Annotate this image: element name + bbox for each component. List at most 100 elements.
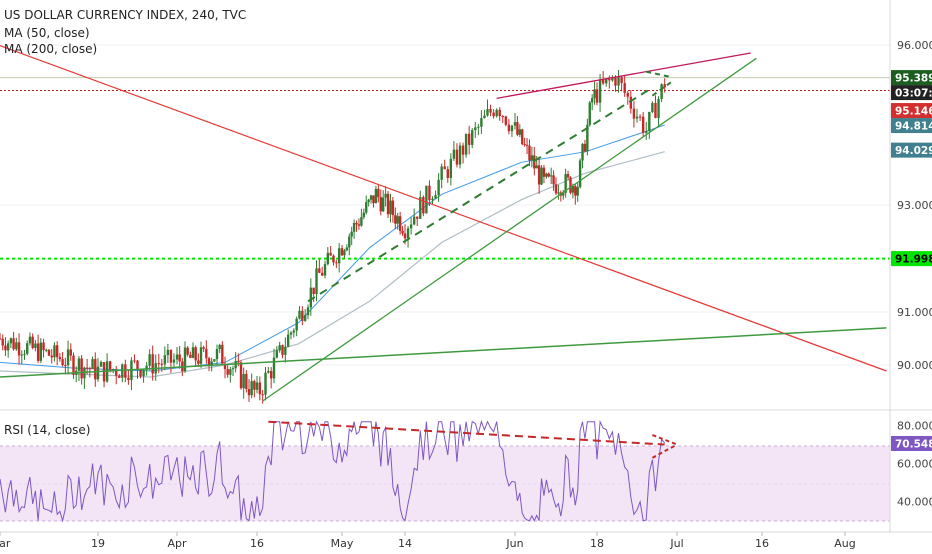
candle-body [247,389,251,396]
candle-body [28,336,32,344]
candle-body [657,99,660,118]
candle-body [440,166,443,180]
candle-body [281,345,284,355]
study-legend-ma200[interactable]: MA (200, close) [4,42,97,56]
candle-body [239,362,243,389]
candle-body [275,350,279,358]
rsi-arrow-upper [652,434,678,446]
candle-body [401,230,404,234]
main-pane[interactable] [0,40,932,411]
study-legend-ma50[interactable]: MA (50, close) [4,26,90,40]
candle-body [34,343,37,348]
candle-body [69,349,72,356]
candle-body [202,347,205,349]
candle-body [186,347,189,355]
candle-body [452,149,456,159]
candle-body [396,216,399,224]
candle-body [42,342,45,351]
candle-body [464,133,468,155]
candle-body [269,371,273,379]
candle-body [369,195,373,200]
ma50-line [0,124,665,372]
candle-body [562,192,565,196]
candle-body [210,361,213,366]
candle-body [495,109,498,117]
rsi-line [0,419,666,523]
rsi-value-badge-bg [891,435,932,451]
candle-body [446,169,449,178]
candle-body [545,173,548,177]
candle-body [372,195,375,204]
rsi-tick-label: 80.0000 [897,420,932,433]
time-tick-label: 16 [250,537,264,550]
candle-body [486,109,489,116]
candle-body [267,371,270,373]
candle-body [255,382,259,390]
candle-body [595,89,599,103]
candle-body [617,77,620,86]
candle-body [530,155,534,161]
candle-body [489,109,492,113]
candle-body [365,202,368,213]
dashed-channel-line [307,86,653,303]
candle-body [231,368,235,370]
time-tick-label: 18 [590,537,604,550]
candle-body [608,78,611,81]
long-support-trendline [0,327,887,378]
candle-body [163,355,167,365]
candle-body [258,382,262,395]
candle-body [626,92,629,97]
candle-body [381,197,385,212]
time-axis[interactable]: Mar 19 Apr 16 May 14 Jun 18 Jul 16 Aug [0,532,856,550]
candle-body [15,342,18,350]
candle-body [139,369,142,377]
candle-body [286,334,290,347]
candle-body [148,354,151,366]
time-tick-label: Aug [834,537,855,550]
candle-body [409,224,413,229]
candle-body [518,129,522,135]
candle-body [189,354,192,358]
rsi-pane[interactable] [0,419,890,523]
candle-body [264,372,267,395]
candle-body [61,359,64,366]
rsi-divergence-line [268,420,665,446]
candle-body [111,369,115,371]
bar-countdown-badge: 03:07:45 [895,88,932,100]
candle-body [547,173,550,177]
rsi-legend[interactable]: RSI (14, close) [4,423,90,437]
candle-body [175,354,179,360]
candle-body [194,347,197,361]
projection-arrow-lower [651,81,672,97]
candle-body [574,186,577,196]
candle-body [601,80,605,84]
candle-body [169,349,173,363]
candle-body [261,394,264,396]
candle-body [127,377,130,380]
candle-body [386,193,390,215]
price-axis[interactable]: 96.000 93.000 91.000 90.000 80.0000 60.0000 40… [897,39,932,509]
candle-body [298,310,301,319]
candle-body [306,307,310,316]
main-gridlines [0,44,890,366]
candle-body [207,358,211,366]
candle-body [471,130,474,145]
candle-body [326,252,330,265]
candle-body [611,77,614,81]
candle-body [191,347,195,358]
candle-body [379,197,382,212]
candle-body [571,186,575,193]
candle-body [425,185,428,214]
candle-body [26,343,29,354]
candle-body [348,236,351,248]
price-tick-label: 90.000 [897,359,932,372]
candle-body [315,268,318,295]
candle-body [540,167,543,185]
candle-body [516,122,519,135]
candle-body [367,199,370,203]
candle-body [507,124,511,132]
candle-body [213,359,216,362]
candle-body [461,145,465,155]
